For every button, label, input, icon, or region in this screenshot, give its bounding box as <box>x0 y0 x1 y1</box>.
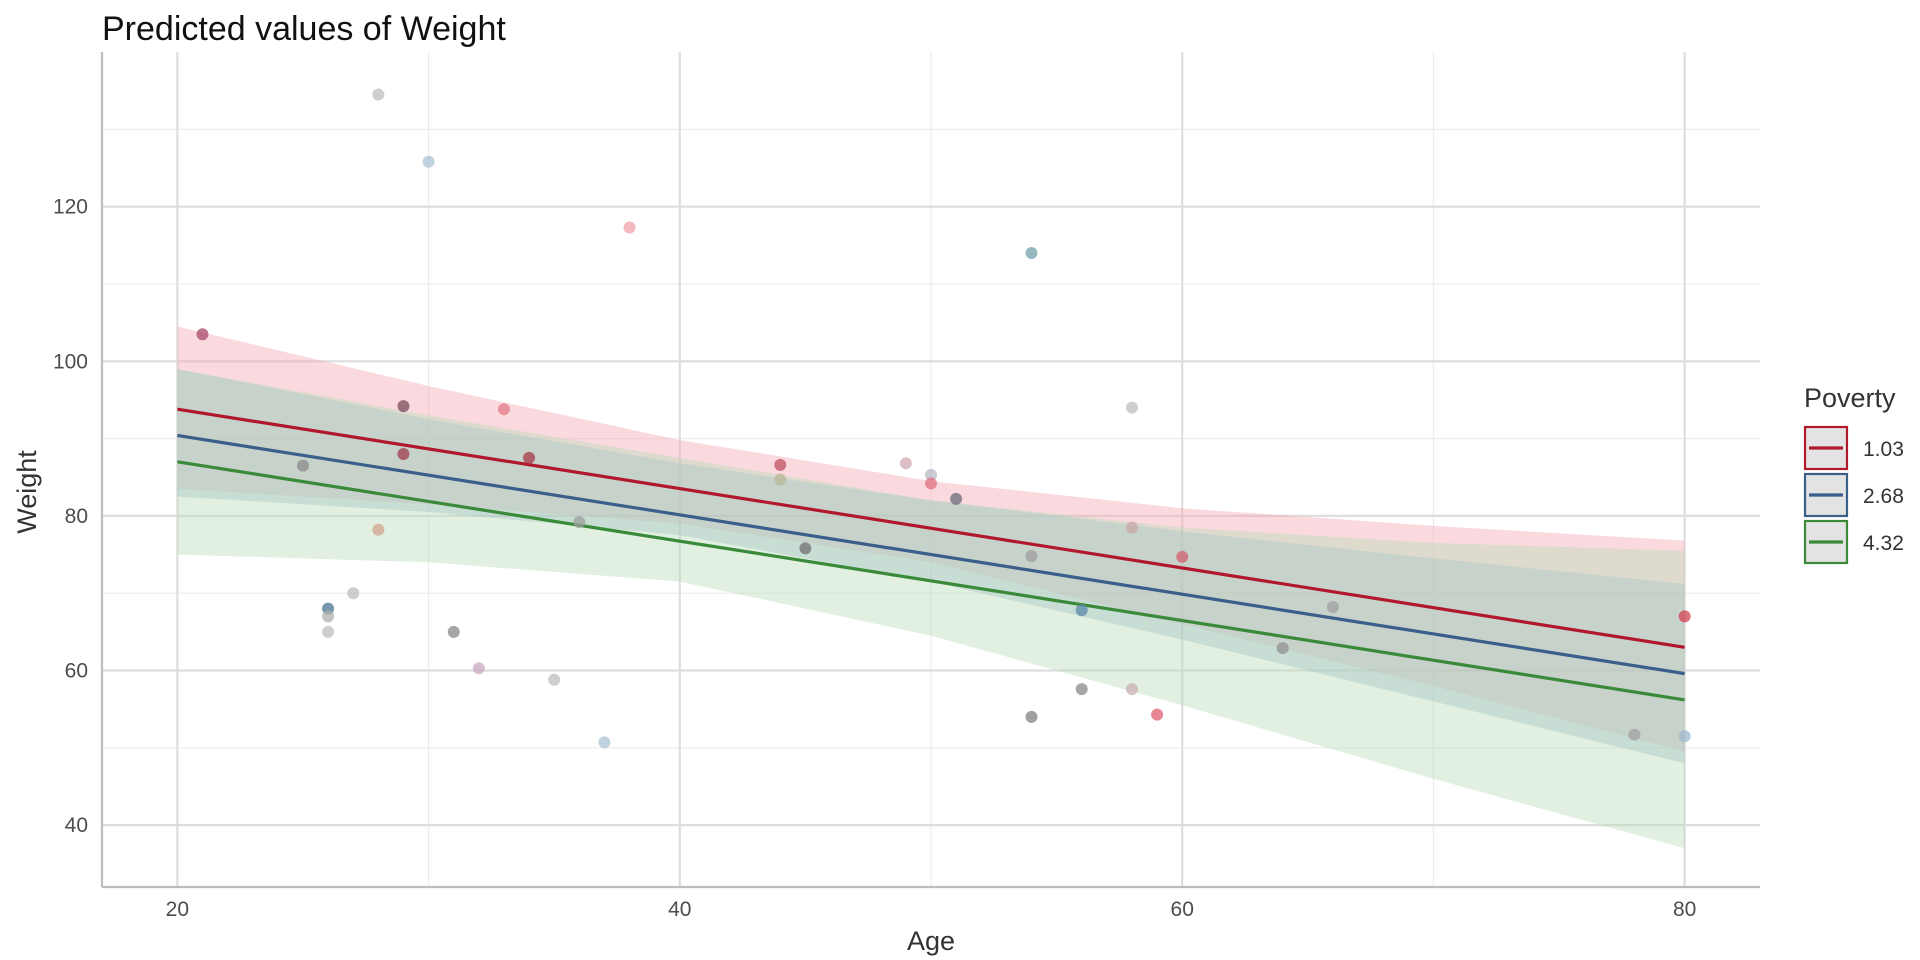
data-point <box>322 625 335 638</box>
legend-title: Poverty <box>1804 383 1896 413</box>
data-point <box>372 88 385 101</box>
data-point <box>322 610 335 623</box>
data-point <box>1025 550 1038 563</box>
confidence-band-4.32 <box>177 369 1685 849</box>
y-tick-label: 80 <box>65 505 88 528</box>
chart-title: Predicted values of Weight <box>102 10 506 48</box>
data-point <box>799 542 812 555</box>
data-point <box>1125 683 1138 696</box>
data-point <box>548 673 561 686</box>
y-tick-label: 120 <box>53 196 88 219</box>
data-point <box>1125 401 1138 414</box>
data-point <box>1176 550 1189 563</box>
data-point <box>774 473 787 486</box>
data-point <box>196 328 209 341</box>
confidence-band-1.03 <box>177 326 1685 752</box>
series-line-2.68 <box>177 433 1685 676</box>
y-tick-label: 60 <box>65 660 88 683</box>
legend-item: 1.03 <box>1803 425 1904 471</box>
data-point <box>347 587 360 600</box>
data-point <box>1025 247 1038 260</box>
data-point <box>1326 601 1339 614</box>
data-point <box>523 451 536 464</box>
legend-label: 1.03 <box>1863 438 1904 461</box>
x-tick-label: 40 <box>668 898 691 921</box>
data-point <box>1151 708 1164 721</box>
data-point <box>1678 730 1691 743</box>
tick-label-layer: 20 40 60 80 40 60 80 100 120 <box>53 196 1696 921</box>
series-line-layer <box>177 407 1685 702</box>
data-point <box>372 523 385 536</box>
data-point <box>925 477 937 490</box>
data-point <box>472 662 485 675</box>
series-line-4.32 <box>177 460 1685 702</box>
data-point <box>397 448 410 461</box>
data-point <box>1125 521 1138 534</box>
data-point <box>1075 683 1088 696</box>
data-point <box>1025 710 1038 723</box>
grid-layer <box>102 52 1760 887</box>
x-axis-title: Age <box>907 926 955 956</box>
data-point <box>623 221 636 234</box>
data-point <box>925 468 937 481</box>
y-axis-title: Weight <box>12 450 42 534</box>
legend-item: 4.32 <box>1803 519 1904 565</box>
data-point <box>296 459 309 472</box>
data-point <box>497 403 510 416</box>
series-line-1.03 <box>177 407 1685 649</box>
x-tick-label: 80 <box>1673 898 1696 921</box>
y-tick-label: 40 <box>65 814 88 837</box>
data-point <box>422 155 435 168</box>
legend-item: 2.68 <box>1803 472 1904 518</box>
data-point <box>1678 610 1691 623</box>
data-point <box>774 458 787 471</box>
data-point <box>598 736 611 749</box>
axis-layer <box>100 52 1760 889</box>
data-point <box>1628 728 1641 741</box>
legend: Poverty 1.03 2.68 4.32 <box>1803 383 1904 565</box>
data-point <box>397 400 410 413</box>
data-point <box>1276 642 1289 655</box>
legend-label: 2.68 <box>1863 485 1904 508</box>
legend-label: 4.32 <box>1863 532 1904 555</box>
legend-items: 1.03 2.68 4.32 <box>1803 425 1904 565</box>
data-point-layer <box>196 88 1691 749</box>
x-tick-label: 60 <box>1171 898 1194 921</box>
x-tick-label: 20 <box>166 898 189 921</box>
data-point <box>447 625 460 638</box>
y-tick-label: 100 <box>53 350 88 373</box>
data-point <box>899 457 912 470</box>
data-point <box>950 492 963 505</box>
data-point <box>573 516 586 529</box>
data-point <box>1075 604 1088 617</box>
